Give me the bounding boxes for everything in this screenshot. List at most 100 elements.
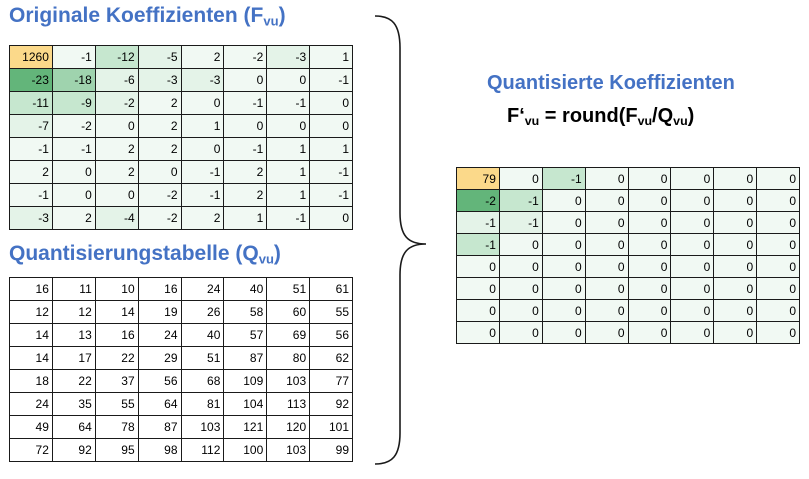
table-cell: 12 (9, 300, 53, 324)
table-row: -7 -2 0 2 1 0 0 0 (9, 114, 353, 138)
table-cell: 0 (670, 299, 715, 322)
table-cell: 2 (137, 137, 182, 161)
table-cell: 0 (541, 211, 586, 234)
formula-lhs: F‘ (507, 105, 525, 127)
formula-lhs-subscript: vu (524, 114, 540, 129)
table-cell: 35 (51, 392, 96, 416)
table-row: 14 17 22 29 51 87 80 62 (9, 346, 353, 370)
table-cell: 14 (9, 323, 53, 347)
quantized-coefficients-table: 79 0 -1 0 0 0 0 0 -2 -1 0 0 0 0 0 0 -1 -1 0 0 0 0 0 0 -1 0 0 0 0 0 0 0 0… (456, 167, 800, 344)
table-cell: -2 (51, 114, 96, 138)
table-cell: 62 (309, 346, 353, 370)
table-cell: 24 (180, 277, 225, 301)
table-cell: 19 (137, 300, 182, 324)
table-cell: 0 (584, 299, 629, 322)
table-cell: 0 (498, 167, 543, 190)
table-cell: 2 (180, 45, 225, 69)
table-cell: 101 (309, 415, 353, 439)
table-row: 18 22 37 56 68 109 103 77 (9, 369, 353, 393)
table-cell: -1 (309, 160, 353, 184)
table-cell: -1 (541, 167, 586, 190)
table-cell: -2 (456, 189, 500, 212)
formula-mid: = round(F (539, 105, 638, 127)
table-row: 12 12 14 19 26 58 60 55 (9, 300, 353, 324)
table-cell: 0 (627, 167, 672, 190)
table-cell: -1 (456, 211, 500, 234)
table-cell: 17 (51, 346, 96, 370)
table-row: -3 2 -4 -2 2 1 -1 0 (9, 206, 353, 230)
table-cell: -1 (309, 183, 353, 207)
table-cell: 92 (51, 438, 96, 462)
quant-table-title-close: ) (273, 242, 281, 265)
quantization-table: 16 11 10 16 24 40 51 61 12 12 14 19 26 58 60 55 14 13 16 24… (9, 277, 353, 462)
table-cell: -2 (223, 45, 268, 69)
table-cell: 1 (266, 160, 311, 184)
table-cell: 0 (713, 189, 758, 212)
table-cell: 18 (9, 369, 53, 393)
table-cell: 0 (498, 233, 543, 256)
table-cell: 0 (670, 321, 715, 344)
table-cell: 95 (94, 438, 139, 462)
table-row: 24 35 55 64 81 104 113 92 (9, 392, 353, 416)
table-cell: 10 (94, 277, 139, 301)
table-row: -1 -1 2 2 0 -1 1 1 (9, 137, 353, 161)
table-row: 14 13 16 24 40 57 69 56 (9, 323, 353, 347)
table-cell: 0 (180, 137, 225, 161)
formula-close: ) (687, 105, 695, 127)
curly-brace-connector (374, 15, 427, 465)
table-cell: 0 (94, 183, 139, 207)
table-cell: 0 (541, 277, 586, 300)
table-cell: 57 (223, 323, 268, 347)
table-cell: 0 (51, 183, 96, 207)
table-cell: 0 (456, 277, 500, 300)
table-row: -11 -9 -2 2 0 -1 -1 0 (9, 91, 353, 115)
table-cell: 0 (713, 321, 758, 344)
table-cell: 0 (756, 299, 800, 322)
table-cell: -1 (180, 183, 225, 207)
table-cell: 0 (713, 299, 758, 322)
table-cell: 109 (223, 369, 268, 393)
table-cell: 2 (137, 114, 182, 138)
table-cell: 78 (94, 415, 139, 439)
table-cell: 1 (309, 137, 353, 161)
table-cell: 14 (9, 346, 53, 370)
table-cell: -6 (94, 68, 139, 92)
table-cell: 0 (584, 321, 629, 344)
table-cell: -1 (9, 183, 53, 207)
table-cell: -9 (51, 91, 96, 115)
table-cell: 0 (309, 114, 353, 138)
table-cell: -3 (180, 68, 225, 92)
table-cell: 103 (266, 369, 311, 393)
table-cell: 103 (180, 415, 225, 439)
table-cell: 0 (541, 299, 586, 322)
formula-slash: /Q (652, 105, 674, 127)
table-cell: 51 (266, 277, 311, 301)
table-cell: 113 (266, 392, 311, 416)
table-cell: 0 (584, 277, 629, 300)
table-cell: -5 (137, 45, 182, 69)
table-cell: -3 (9, 206, 53, 230)
table-cell: 112 (180, 438, 225, 462)
table-cell: -18 (51, 68, 96, 92)
original-coefficients-title: Originale Koeffizienten (Fvu) (9, 4, 286, 28)
table-cell: 1 (309, 45, 353, 69)
original-title-text: Originale Koeffizienten (F (9, 4, 264, 27)
table-cell: 2 (223, 160, 268, 184)
table-row: -2 -1 0 0 0 0 0 0 (456, 189, 800, 212)
rounding-formula: F‘vu = round(Fvu/Qvu) (507, 105, 694, 128)
table-cell: -7 (9, 114, 53, 138)
table-cell: 37 (94, 369, 139, 393)
table-cell: -1 (51, 137, 96, 161)
table-cell: 2 (94, 160, 139, 184)
table-cell: -1 (456, 233, 500, 256)
table-cell: -1 (498, 189, 543, 212)
table-cell: 55 (309, 300, 353, 324)
table-cell: -1 (266, 91, 311, 115)
table-cell: 0 (627, 233, 672, 256)
table-cell: 0 (627, 189, 672, 212)
table-cell: 14 (94, 300, 139, 324)
table-cell: 0 (713, 211, 758, 234)
